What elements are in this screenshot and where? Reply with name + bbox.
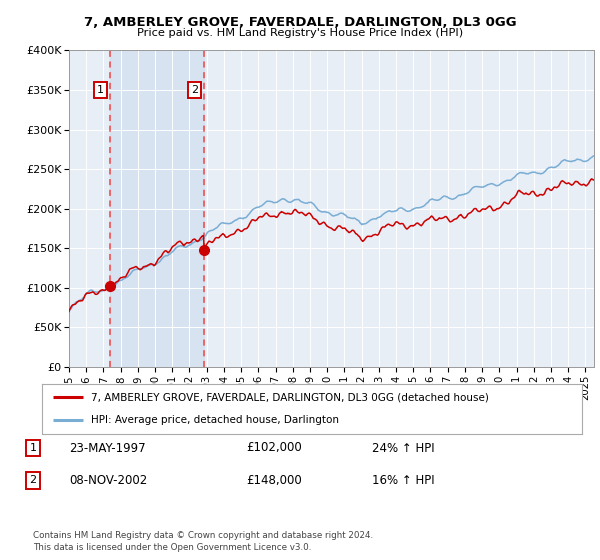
Text: 2: 2 (29, 475, 37, 486)
Text: 1: 1 (97, 85, 104, 95)
Text: Price paid vs. HM Land Registry's House Price Index (HPI): Price paid vs. HM Land Registry's House … (137, 28, 463, 38)
Text: 2: 2 (191, 85, 198, 95)
Text: Contains HM Land Registry data © Crown copyright and database right 2024.
This d: Contains HM Land Registry data © Crown c… (33, 531, 373, 552)
Text: 7, AMBERLEY GROVE, FAVERDALE, DARLINGTON, DL3 0GG (detached house): 7, AMBERLEY GROVE, FAVERDALE, DARLINGTON… (91, 392, 488, 402)
Text: £102,000: £102,000 (246, 441, 302, 455)
Text: 7, AMBERLEY GROVE, FAVERDALE, DARLINGTON, DL3 0GG: 7, AMBERLEY GROVE, FAVERDALE, DARLINGTON… (83, 16, 517, 29)
Text: 1: 1 (29, 443, 37, 453)
Text: 16% ↑ HPI: 16% ↑ HPI (372, 474, 434, 487)
Text: £148,000: £148,000 (246, 474, 302, 487)
Text: 23-MAY-1997: 23-MAY-1997 (69, 441, 146, 455)
Text: HPI: Average price, detached house, Darlington: HPI: Average price, detached house, Darl… (91, 416, 338, 426)
Bar (110, 50, 204, 367)
Text: 08-NOV-2002: 08-NOV-2002 (69, 474, 147, 487)
Text: 24% ↑ HPI: 24% ↑ HPI (372, 441, 434, 455)
